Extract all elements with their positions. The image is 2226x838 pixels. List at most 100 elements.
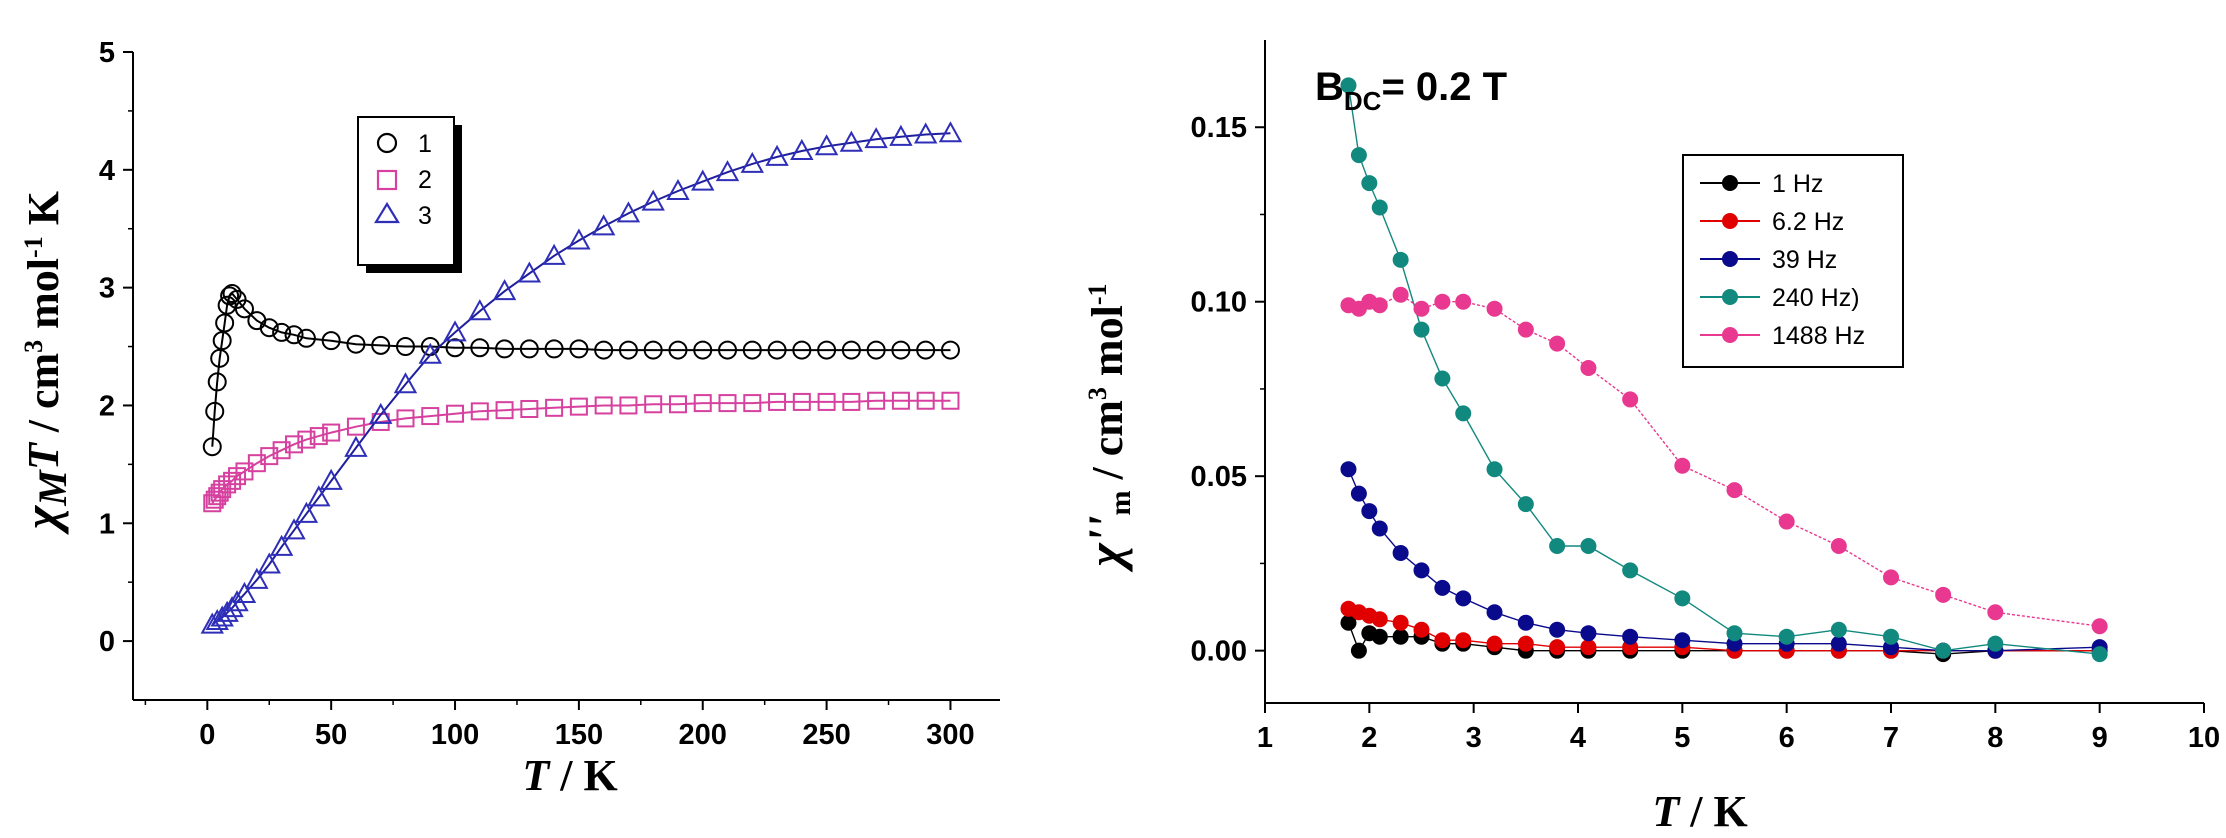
left-point-series-3 <box>418 342 442 364</box>
left-point-series-3 <box>591 214 616 236</box>
left-point-series-1 <box>668 340 688 360</box>
right-legend-marker-1 <box>1722 175 1738 191</box>
left-point-series-3 <box>307 485 331 507</box>
left-y-tick-label: 5 <box>99 37 115 69</box>
left-legend-label-1: 1 <box>418 130 432 158</box>
left-point-series-1 <box>643 340 663 360</box>
right-legend-items: 1 Hz 6.2 Hz 39 Hz 240 Hz) 1488 Hz <box>1700 170 1865 350</box>
left-point-series-3 <box>715 160 740 182</box>
left-point-series-3 <box>517 261 542 283</box>
left-point-series-1 <box>259 318 279 338</box>
left-point-series-3 <box>200 612 224 634</box>
right-point-series-4 <box>1580 537 1597 554</box>
right-point-series-4 <box>1517 496 1534 513</box>
right-point-series-3 <box>1830 635 1847 652</box>
left-point-series-1 <box>217 295 237 315</box>
left-point-series-1 <box>519 339 539 359</box>
left-point-series-3 <box>393 372 418 394</box>
left-point-series-1 <box>718 340 738 360</box>
left-y-tick-label: 2 <box>99 390 115 422</box>
left-fit-line-2 <box>211 399 951 504</box>
left-point-series-3 <box>245 567 269 589</box>
left-point-series-3 <box>616 201 641 223</box>
right-point-series-4 <box>1622 562 1639 579</box>
right-point-series-4 <box>1371 199 1388 216</box>
right-x-tick-label: 8 <box>1987 722 2003 754</box>
left-point-series-2 <box>916 391 935 410</box>
left-point-series-2 <box>644 395 663 414</box>
left-point-series-1 <box>817 340 837 360</box>
left-point-series-1 <box>594 340 614 360</box>
right-point-series-5 <box>2091 618 2108 635</box>
left-point-series-3 <box>814 134 839 156</box>
right-legend: 1 Hz 6.2 Hz 39 Hz 240 Hz) 1488 Hz <box>1682 154 1904 368</box>
left-legend: 1 2 3 <box>357 116 462 273</box>
right-point-series-4 <box>1987 635 2004 652</box>
right-legend-marker-4 <box>1722 289 1738 305</box>
left-point-series-1 <box>346 334 366 354</box>
left-point-series-1 <box>210 348 230 368</box>
left-point-series-3 <box>282 518 306 540</box>
left-point-series-3 <box>938 121 963 143</box>
left-x-tick-label: 50 <box>315 719 347 751</box>
left-point-series-3 <box>889 124 913 146</box>
left-point-series-3 <box>641 189 665 211</box>
left-point-series-1 <box>371 335 391 355</box>
left-point-series-2 <box>619 396 638 415</box>
right-series-line-3 <box>1347 468 2100 652</box>
left-legend-marker-2 <box>376 169 398 191</box>
right-point-series-4 <box>1883 628 1899 645</box>
right-point-series-5 <box>1392 286 1409 303</box>
right-x-tick-label: 2 <box>1361 722 1377 754</box>
right-point-series-4 <box>1674 590 1691 607</box>
left-legend-marker-3 <box>374 201 400 224</box>
left-point-series-3 <box>765 144 789 166</box>
left-point-series-3 <box>864 127 888 149</box>
left-point-series-2 <box>223 471 242 490</box>
right-point-series-4 <box>1434 370 1451 387</box>
left-point-series-2 <box>693 394 712 413</box>
right-point-series-1 <box>1371 628 1388 645</box>
left-point-series-2 <box>260 447 279 466</box>
left-point-series-1 <box>321 331 341 351</box>
left-point-series-1 <box>395 337 415 357</box>
left-point-series-1 <box>470 338 490 358</box>
right-legend-label-3: 39 Hz <box>1772 246 1837 274</box>
left-point-series-3 <box>294 501 319 523</box>
right-point-series-4 <box>1549 537 1566 554</box>
right-annotation: BDC= 0.2 T <box>1315 65 1507 116</box>
right-point-series-1 <box>1350 642 1367 659</box>
right-legend-box <box>1682 154 1904 368</box>
right-point-series-5 <box>1455 293 1472 310</box>
left-point-series-1 <box>618 340 638 360</box>
left-point-series-3 <box>790 138 814 160</box>
left-point-series-1 <box>207 372 227 392</box>
left-legend-label-2: 2 <box>418 166 432 194</box>
left-point-series-2 <box>768 392 787 411</box>
right-point-series-3 <box>1392 544 1409 561</box>
right-y-tick-label: 0.00 <box>1191 636 1247 668</box>
left-point-series-1 <box>940 340 960 360</box>
right-point-series-4 <box>1392 251 1409 268</box>
right-point-series-5 <box>1371 297 1388 314</box>
left-point-series-2 <box>520 399 539 418</box>
left-point-series-2 <box>421 407 440 426</box>
left-point-series-1 <box>212 331 232 351</box>
left-point-series-3 <box>492 279 517 301</box>
left-point-series-1 <box>222 284 242 304</box>
right-x-tick-label: 6 <box>1779 722 1795 754</box>
left-point-series-2 <box>272 441 291 460</box>
right-point-series-2 <box>1517 635 1534 652</box>
left-point-series-3 <box>344 435 368 457</box>
left-point-series-3 <box>319 468 343 490</box>
left-point-series-2 <box>594 396 613 415</box>
left-point-series-3 <box>369 402 393 424</box>
right-point-series-5 <box>1486 300 1503 317</box>
right-point-series-4 <box>1935 642 1952 659</box>
right-point-series-5 <box>1674 457 1691 474</box>
left-point-series-2 <box>743 394 762 413</box>
right-point-series-4 <box>1340 77 1357 94</box>
right-legend-marker-3 <box>1722 251 1738 267</box>
left-point-series-3 <box>691 169 715 191</box>
left-point-series-3 <box>257 552 281 574</box>
